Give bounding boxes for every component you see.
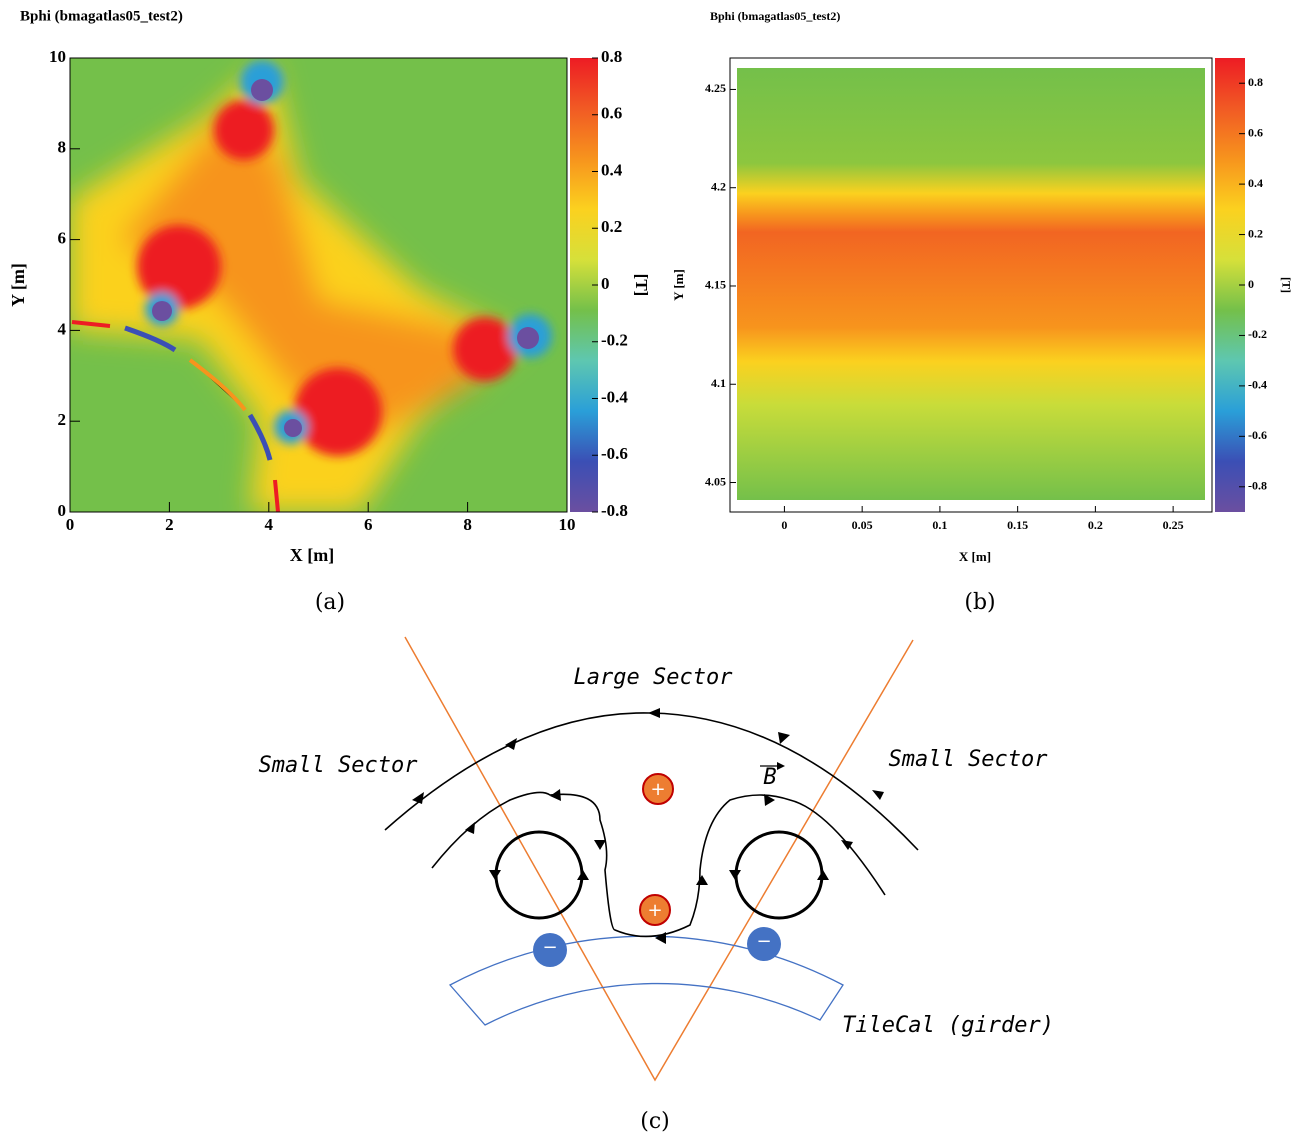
x-tick-label: 6 xyxy=(364,515,373,534)
colorbar-tick-label: 0.6 xyxy=(601,104,622,123)
y-tick-label: 4.1 xyxy=(711,376,726,390)
colorbar-tick-label: 0.6 xyxy=(1248,125,1263,139)
colorbar-tick-label: 0 xyxy=(601,274,610,293)
field-b xyxy=(737,68,1205,500)
y-axis-label: Y [m] xyxy=(8,263,28,307)
minus-label: − xyxy=(756,931,771,952)
diagram-arrows xyxy=(412,708,884,944)
plot-frame xyxy=(69,57,568,513)
y-tick-label: 8 xyxy=(58,138,67,157)
caption: (a) xyxy=(315,590,345,615)
y-tick-label: 4.15 xyxy=(705,278,726,292)
y-tick-label: 4 xyxy=(58,319,67,338)
minus-label: − xyxy=(542,937,557,958)
colorbar-tick-label: -0.4 xyxy=(601,387,628,406)
charges xyxy=(533,773,781,967)
x-tick-label: 8 xyxy=(463,515,472,534)
colorbar-tick-label: -0.2 xyxy=(1248,327,1267,341)
colorbar-tick-label: 0.2 xyxy=(1248,226,1263,240)
colorbar-tick-label: 0.8 xyxy=(1248,75,1263,89)
x-tick-label: 4 xyxy=(265,515,274,534)
caption: (b) xyxy=(964,590,995,615)
field-label: B xyxy=(763,765,776,790)
y-tick-label: 2 xyxy=(58,410,67,429)
chart-title: Bphi (bmagatlas05_test2) xyxy=(20,8,183,24)
x-tick-label: 0 xyxy=(66,515,75,534)
diagram xyxy=(384,636,919,1082)
y-tick-label: 4.05 xyxy=(705,474,726,488)
caption: (c) xyxy=(640,1109,670,1134)
plus-label: + xyxy=(647,900,662,921)
x-tick-label: 10 xyxy=(559,515,576,534)
colorbar-label: [T] xyxy=(632,274,651,297)
y-tick-label: 0 xyxy=(58,501,67,520)
colorbar-tick-label: -0.2 xyxy=(601,331,628,350)
plus-label: + xyxy=(650,779,665,800)
x-axis-label: X [m] xyxy=(290,545,334,565)
field-a xyxy=(70,58,567,512)
colorbar-tick-label: 0 xyxy=(1248,277,1254,291)
y-tick-label: 10 xyxy=(49,47,66,66)
y-tick-label: 4.25 xyxy=(705,81,726,95)
y-tick-label: 4.2 xyxy=(711,179,726,193)
colorbar-tick-label: -0.8 xyxy=(1248,479,1267,493)
x-tick-label: 2 xyxy=(165,515,174,534)
x-tick-label: 0.25 xyxy=(1163,518,1184,532)
colorbar-tick-label: -0.8 xyxy=(601,501,628,520)
colorbar-tick-label: 0.4 xyxy=(1248,176,1263,190)
small-sector-label: Small Sector xyxy=(259,753,419,778)
tilecal-label: TileCal (girder) xyxy=(842,1013,1054,1038)
colorbar-label: [T] xyxy=(1279,277,1293,293)
colorbar-tick-label: -0.6 xyxy=(601,444,628,463)
chart-title: Bphi (bmagatlas05_test2) xyxy=(710,9,840,23)
colorbar-tick-label: 0.2 xyxy=(601,217,622,236)
x-tick-label: 0 xyxy=(781,518,787,532)
large-sector-label: Large Sector xyxy=(574,665,734,690)
x-tick-label: 0.15 xyxy=(1007,518,1028,532)
colorbar-tick-label: 0.8 xyxy=(601,47,622,66)
x-tick-label: 0.1 xyxy=(932,518,947,532)
x-tick-label: 0.05 xyxy=(852,518,873,532)
colorbar-tick-label: -0.6 xyxy=(1248,428,1267,442)
y-axis-label: Y [m] xyxy=(671,269,686,301)
plot-frame xyxy=(729,57,1213,513)
small-sector-label: Small Sector xyxy=(889,747,1049,772)
colorbar-tick-label: 0.4 xyxy=(601,160,623,179)
x-axis-label: X [m] xyxy=(959,549,991,564)
y-tick-label: 6 xyxy=(58,229,67,248)
colorbar-tick-label: -0.4 xyxy=(1248,378,1267,392)
x-tick-label: 0.2 xyxy=(1088,518,1103,532)
